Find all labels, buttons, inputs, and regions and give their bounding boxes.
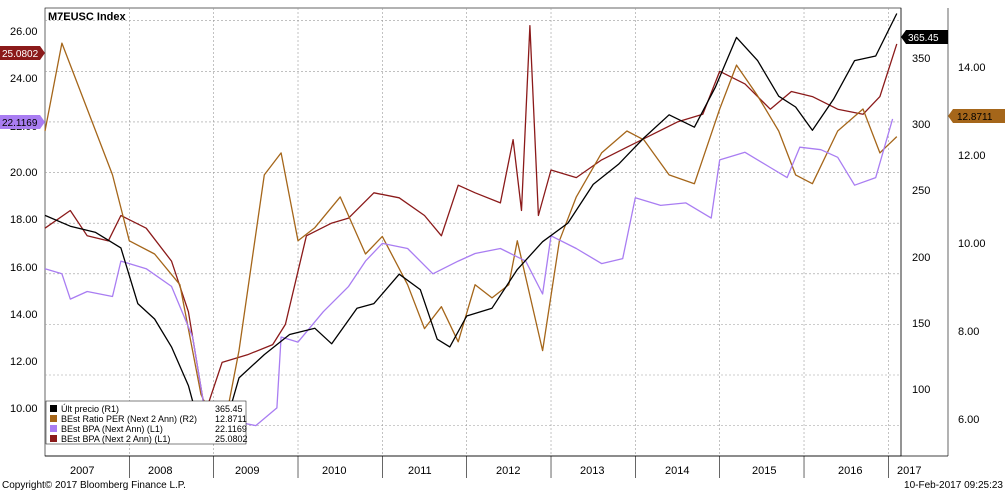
plot-area	[44, 7, 902, 457]
left-tick-14: 14.00	[10, 309, 38, 321]
r2-tick-12: 12.00	[958, 150, 986, 162]
x-label-2017: 2017	[897, 465, 921, 477]
legend-label-bpa-next2: BEst BPA (Next 2 Ann) (L1)	[61, 434, 170, 444]
legend-swatch-per	[50, 415, 57, 422]
r1-tick-100: 100	[912, 384, 930, 396]
tag-left-purple-text: 22.1169	[2, 118, 38, 129]
r2-tick-14: 14.00	[958, 62, 986, 74]
legend-value-bpa-next2: 25.0802	[215, 434, 248, 444]
legend-value-per: 12.8711	[215, 414, 247, 424]
x-label-2016: 2016	[838, 465, 862, 477]
x-axis-labels: 2007 2008 2009 2010 2011 2012 2013 2014 …	[70, 465, 921, 477]
right-inner-ticks: 100 150 200 250 300 350	[912, 53, 930, 396]
r1-tick-200: 200	[912, 252, 930, 264]
tag-left-purple: 22.1169	[0, 115, 45, 129]
r1-tick-250: 250	[912, 185, 930, 197]
legend-label-price: Últ precio (R1)	[61, 404, 119, 414]
r1-tick-150: 150	[912, 318, 930, 330]
tag-right-black-text: 365.45	[908, 33, 939, 44]
x-label-2013: 2013	[580, 465, 604, 477]
r1-tick-350: 350	[912, 53, 930, 65]
legend-swatch-bpa-next	[50, 425, 57, 432]
x-label-2014: 2014	[665, 465, 689, 477]
series-layer	[44, 13, 898, 440]
r2-tick-6: 6.00	[958, 414, 979, 426]
tag-right-brown-text: 12.8711	[957, 112, 993, 123]
series-line-3	[44, 25, 898, 414]
legend-label-bpa-next: BEst BPA (Next Ann) (L1)	[61, 424, 163, 434]
r2-tick-10: 10.00	[958, 238, 986, 250]
x-label-2015: 2015	[752, 465, 776, 477]
series-line-2	[44, 118, 894, 427]
left-tick-20: 20.00	[10, 167, 38, 179]
legend: Últ precio (R1) 365.45 BEst Ratio PER (N…	[45, 400, 248, 445]
x-label-2008: 2008	[148, 465, 172, 477]
legend-value-price: 365.45	[215, 404, 243, 414]
legend-swatch-price	[50, 405, 57, 412]
left-tick-24: 24.00	[10, 73, 38, 85]
left-tick-16: 16.00	[10, 262, 38, 274]
grid	[45, 8, 901, 478]
left-axis-ticks: 10.00 12.00 14.00 16.00 18.00 20.00 22.0…	[10, 26, 38, 415]
chart-title: M7EUSC Index	[48, 11, 127, 23]
legend-value-bpa-next: 22.1169	[215, 424, 247, 434]
x-label-2010: 2010	[322, 465, 346, 477]
tag-right-brown: 12.8711	[948, 109, 1005, 123]
tag-left-red-text: 25.0802	[2, 49, 39, 60]
legend-swatch-bpa-next2	[50, 435, 57, 442]
left-tick-10: 10.00	[10, 403, 38, 415]
series-line-0	[44, 13, 898, 438]
left-tick-26: 26.00	[10, 26, 38, 38]
legend-box	[45, 400, 247, 445]
legend-label-per: BEst Ratio PER (Next 2 Ann) (R2)	[61, 414, 197, 424]
x-label-2007: 2007	[70, 465, 94, 477]
series-line-1	[44, 42, 898, 440]
tag-left-red: 25.0802	[0, 46, 45, 60]
left-tick-18: 18.00	[10, 214, 38, 226]
x-label-2009: 2009	[235, 465, 259, 477]
tag-right-black: 365.45	[901, 30, 948, 44]
x-label-2012: 2012	[496, 465, 520, 477]
right-outer-ticks: 6.00 8.00 10.00 12.00 14.00	[958, 62, 986, 426]
left-tick-12: 12.00	[10, 356, 38, 368]
r1-tick-300: 300	[912, 119, 930, 131]
footer-timestamp: 10-Feb-2017 09:25:23	[904, 480, 1003, 491]
x-label-2011: 2011	[408, 465, 432, 477]
footer-copyright: Copyright© 2017 Bloomberg Finance L.P.	[2, 480, 186, 491]
r2-tick-8: 8.00	[958, 326, 979, 338]
